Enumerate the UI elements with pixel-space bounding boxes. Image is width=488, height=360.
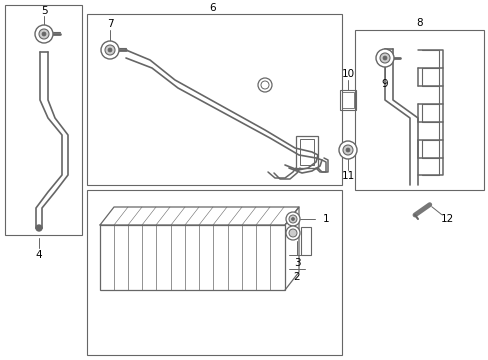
Bar	[341, 92, 353, 108]
Circle shape	[288, 215, 296, 223]
Circle shape	[285, 212, 299, 226]
Text: 4: 4	[36, 250, 42, 260]
Circle shape	[382, 56, 386, 60]
Bar	[100, 225, 285, 290]
Circle shape	[39, 29, 49, 39]
Circle shape	[288, 229, 296, 237]
Circle shape	[36, 225, 42, 231]
Bar	[339, 90, 355, 110]
Bar	[354, 30, 483, 190]
Bar	[299, 139, 313, 165]
Text: 6: 6	[209, 3, 216, 13]
Text: 9: 9	[381, 79, 387, 89]
Text: 3: 3	[293, 258, 300, 268]
Text: 8: 8	[416, 18, 423, 28]
Circle shape	[346, 148, 349, 152]
Text: 1: 1	[323, 214, 329, 224]
Circle shape	[261, 81, 268, 89]
Circle shape	[42, 32, 46, 36]
Circle shape	[379, 53, 389, 63]
Text: 5: 5	[41, 6, 47, 16]
Text: 7: 7	[106, 19, 113, 29]
Circle shape	[35, 25, 53, 43]
Bar	[5, 5, 82, 235]
Circle shape	[105, 45, 115, 55]
Circle shape	[375, 49, 393, 67]
Bar	[87, 190, 341, 355]
Circle shape	[285, 226, 299, 240]
Circle shape	[291, 217, 294, 220]
Circle shape	[338, 141, 356, 159]
Circle shape	[108, 48, 112, 52]
Circle shape	[101, 41, 119, 59]
Text: 11: 11	[341, 171, 354, 181]
Circle shape	[258, 78, 271, 92]
Text: 2: 2	[293, 272, 300, 282]
Text: 10: 10	[341, 69, 354, 79]
Bar	[87, 14, 341, 185]
Circle shape	[342, 145, 352, 155]
Text: 12: 12	[440, 214, 453, 224]
Bar	[301, 227, 310, 255]
Bar	[295, 136, 317, 168]
